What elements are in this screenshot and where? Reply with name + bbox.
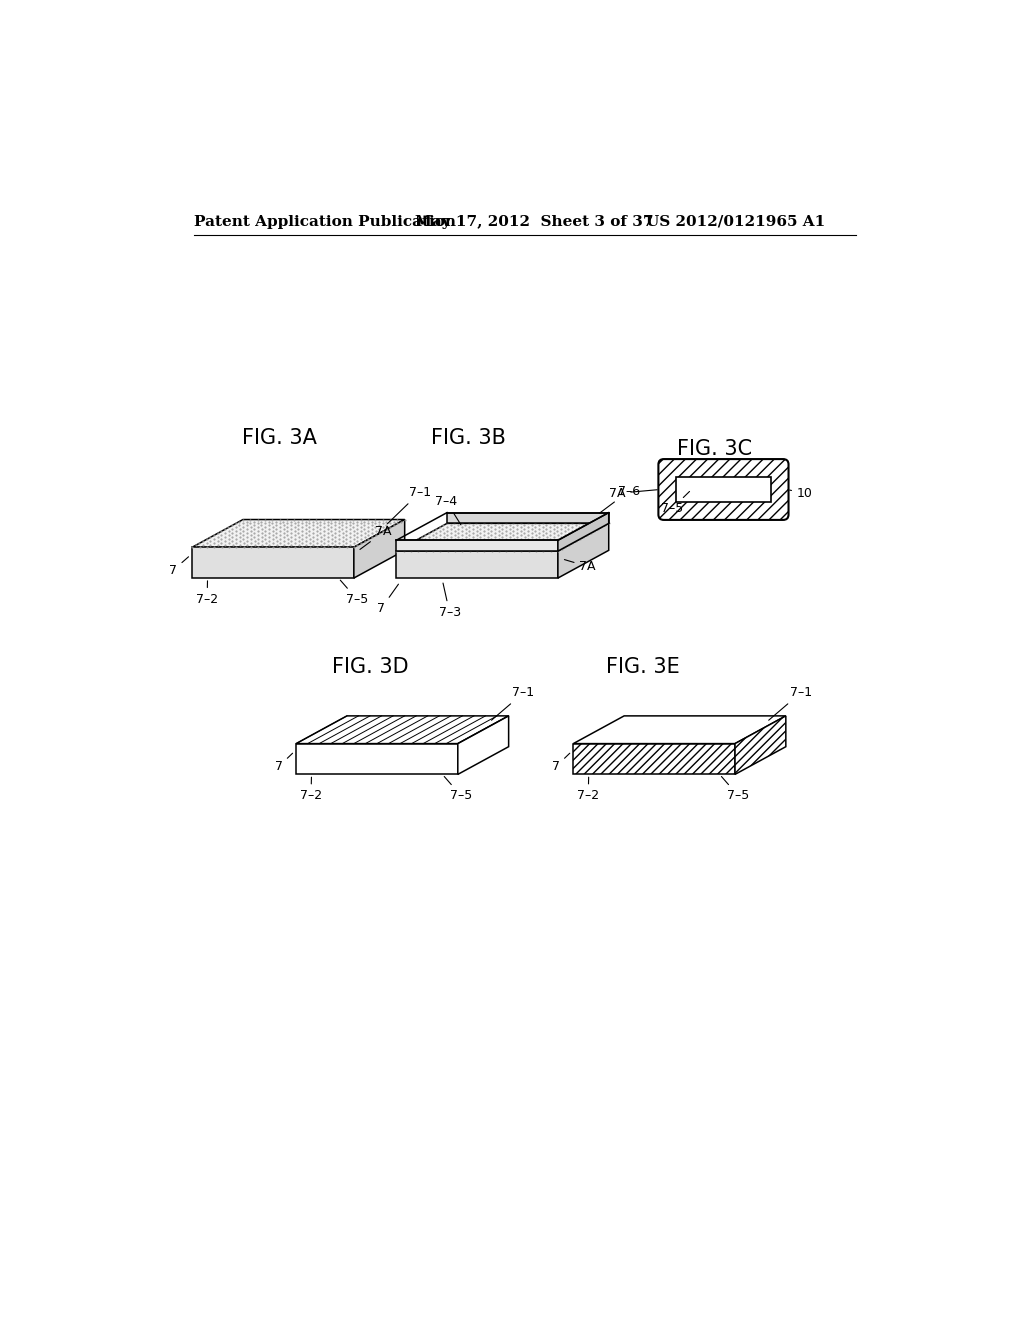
Text: 7–2: 7–2 [300,777,323,803]
Text: 7: 7 [169,557,188,577]
Text: 7–3: 7–3 [438,583,461,619]
Text: 10: 10 [790,487,813,500]
Text: 7–2: 7–2 [196,581,218,606]
Polygon shape [354,520,404,578]
Text: 7–4: 7–4 [435,495,461,525]
Text: FIG. 3C: FIG. 3C [677,440,753,459]
Text: 7–5: 7–5 [340,581,369,606]
Polygon shape [458,715,509,775]
Text: 7–5: 7–5 [722,776,750,803]
Polygon shape [296,743,458,775]
Text: 7–5: 7–5 [660,491,689,515]
Bar [676,477,771,502]
Polygon shape [396,540,558,552]
Text: FIG. 3E: FIG. 3E [606,656,680,677]
Polygon shape [296,715,509,743]
Text: 7–1: 7–1 [387,486,431,524]
Text: 7: 7 [377,585,398,615]
Text: 7–6: 7–6 [599,484,640,513]
Text: 7–1: 7–1 [492,686,535,721]
Text: FIG. 3B: FIG. 3B [431,428,506,447]
Polygon shape [573,715,785,743]
Polygon shape [558,524,608,578]
Text: 7: 7 [552,754,569,774]
Polygon shape [573,743,735,775]
Polygon shape [558,512,608,552]
Text: May 17, 2012  Sheet 3 of 37: May 17, 2012 Sheet 3 of 37 [416,215,654,228]
Text: 7A: 7A [564,560,596,573]
Text: 7A: 7A [360,525,392,549]
Polygon shape [396,552,558,578]
Text: 7A: 7A [609,487,657,500]
Polygon shape [735,715,785,775]
Text: Patent Application Publication: Patent Application Publication [194,215,456,228]
Text: 7–5: 7–5 [444,776,472,803]
Text: 7: 7 [274,754,293,774]
Polygon shape [447,512,608,524]
Text: US 2012/0121965 A1: US 2012/0121965 A1 [646,215,825,228]
Polygon shape [193,548,354,578]
Text: 7–2: 7–2 [578,777,599,803]
Polygon shape [193,520,404,548]
Text: FIG. 3A: FIG. 3A [243,428,317,447]
Text: FIG. 3D: FIG. 3D [333,656,409,677]
FancyBboxPatch shape [658,459,788,520]
Polygon shape [396,524,608,552]
Text: 7–1: 7–1 [769,686,812,721]
